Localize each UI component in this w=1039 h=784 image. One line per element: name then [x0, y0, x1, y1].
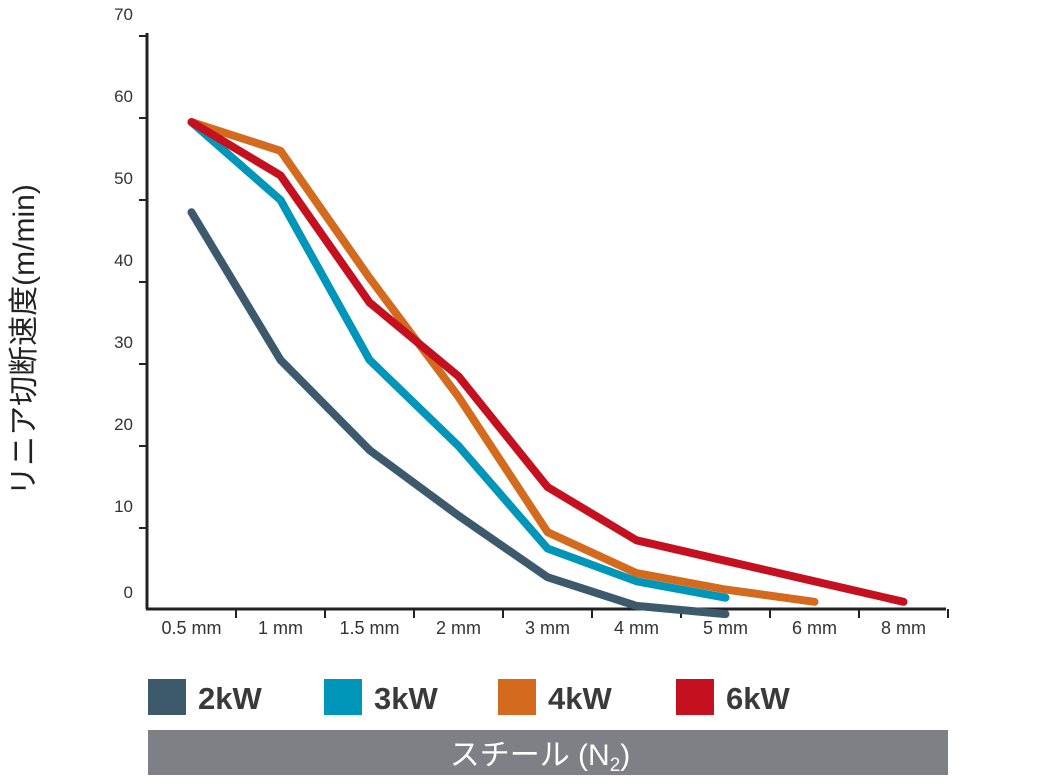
- x-tick-label: 5 mm: [703, 618, 748, 638]
- legend-swatch: [676, 679, 714, 715]
- legend-item-6kW: 6kW: [676, 679, 790, 716]
- x-tick-label: 6 mm: [792, 618, 837, 638]
- legend-swatch: [324, 679, 362, 715]
- y-tick-label: 70: [114, 5, 133, 24]
- legend-item-2kW: 2kW: [148, 679, 262, 716]
- legend-swatch: [148, 679, 186, 715]
- legend-label: 4kW: [548, 681, 612, 716]
- series-line-4kW: [187, 118, 819, 606]
- legend-label: 3kW: [374, 681, 438, 716]
- caption-text: スチール (N2): [450, 739, 631, 776]
- legend-item-4kW: 4kW: [498, 679, 612, 716]
- series-line-2kW: [187, 208, 730, 619]
- legend-label: 2kW: [198, 681, 262, 716]
- y-axis-label: リニア切断速度(m/min): [8, 184, 41, 496]
- legend-swatch: [498, 679, 536, 715]
- series-line-3kW: [187, 118, 730, 602]
- legend-item-3kW: 3kW: [324, 679, 438, 716]
- y-tick-label: 10: [114, 497, 133, 516]
- caption-banner: スチール (N2): [148, 730, 948, 776]
- y-tick-label: 0: [124, 583, 133, 602]
- y-tick-label: 50: [114, 169, 133, 188]
- x-tick-label: 4 mm: [614, 618, 659, 638]
- x-tick-label: 0.5 mm: [161, 618, 221, 638]
- x-tick-label: 1 mm: [258, 618, 303, 638]
- x-tick-label: 1.5 mm: [339, 618, 399, 638]
- y-tick-label: 60: [114, 87, 133, 106]
- series-line-6kW: [187, 118, 908, 606]
- y-tick-label: 30: [114, 333, 133, 352]
- x-tick-label: 2 mm: [436, 618, 481, 638]
- x-tick-label: 8 mm: [881, 618, 926, 638]
- y-tick-label: 40: [114, 251, 133, 270]
- legend-label: 6kW: [726, 681, 790, 716]
- y-tick-label: 20: [114, 415, 133, 434]
- x-tick-label: 3 mm: [525, 618, 570, 638]
